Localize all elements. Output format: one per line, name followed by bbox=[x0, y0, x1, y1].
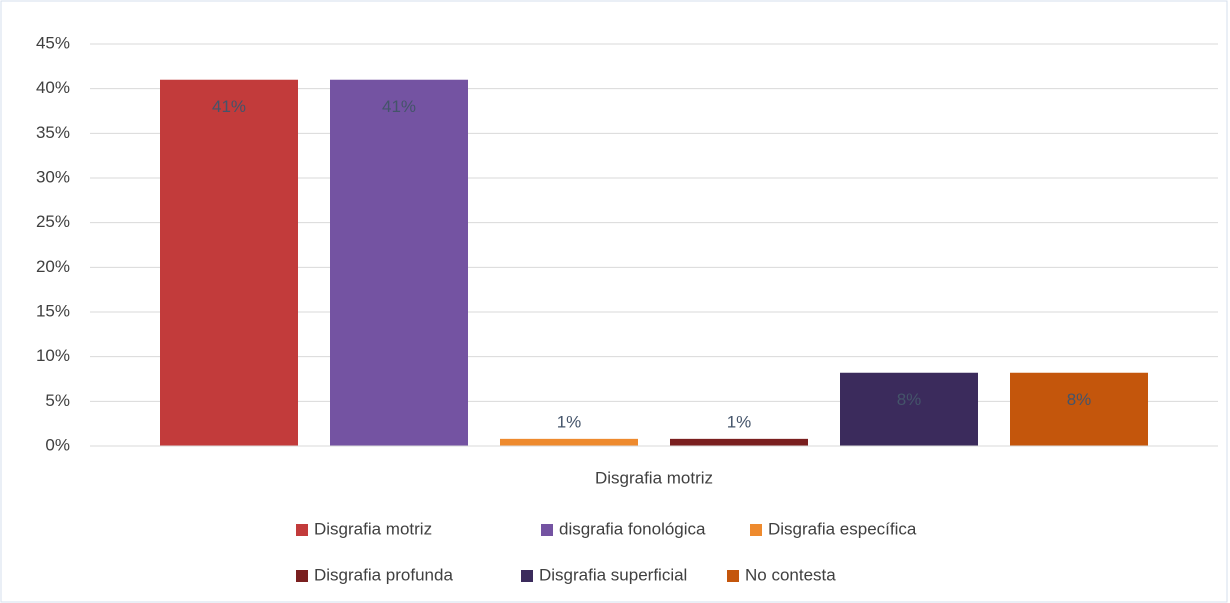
legend-label: Disgrafia específica bbox=[768, 519, 917, 538]
bar bbox=[840, 372, 978, 446]
data-label: 1% bbox=[557, 412, 582, 431]
y-tick-label: 35% bbox=[36, 123, 70, 142]
y-tick-label: 5% bbox=[45, 391, 70, 410]
data-label: 41% bbox=[382, 97, 416, 116]
bar bbox=[1010, 372, 1148, 446]
y-tick-label: 10% bbox=[36, 346, 70, 365]
legend-swatch bbox=[727, 570, 739, 582]
bar bbox=[160, 79, 298, 446]
legend-label: Disgrafia motriz bbox=[314, 519, 432, 538]
data-label: 1% bbox=[727, 412, 752, 431]
legend-label: No contesta bbox=[745, 565, 836, 584]
y-tick-label: 45% bbox=[36, 33, 70, 52]
legend-swatch bbox=[296, 570, 308, 582]
data-label: 8% bbox=[1067, 390, 1092, 409]
legend-swatch bbox=[296, 524, 308, 536]
legend-label: disgrafia fonológica bbox=[559, 519, 706, 538]
data-label: 8% bbox=[897, 390, 922, 409]
y-tick-label: 15% bbox=[36, 301, 70, 320]
bar bbox=[330, 79, 468, 446]
y-tick-label: 0% bbox=[45, 435, 70, 454]
legend-label: Disgrafia superficial bbox=[539, 565, 687, 584]
legend-swatch bbox=[521, 570, 533, 582]
legend-swatch bbox=[541, 524, 553, 536]
data-label: 41% bbox=[212, 97, 246, 116]
y-tick-label: 25% bbox=[36, 212, 70, 231]
legend-label: Disgrafia profunda bbox=[314, 565, 453, 584]
bar bbox=[670, 438, 808, 446]
legend-swatch bbox=[750, 524, 762, 536]
x-tick-label: Disgrafia motriz bbox=[595, 468, 713, 487]
y-tick-label: 30% bbox=[36, 167, 70, 186]
y-tick-label: 40% bbox=[36, 78, 70, 97]
y-tick-label: 20% bbox=[36, 257, 70, 276]
bar bbox=[500, 438, 638, 446]
